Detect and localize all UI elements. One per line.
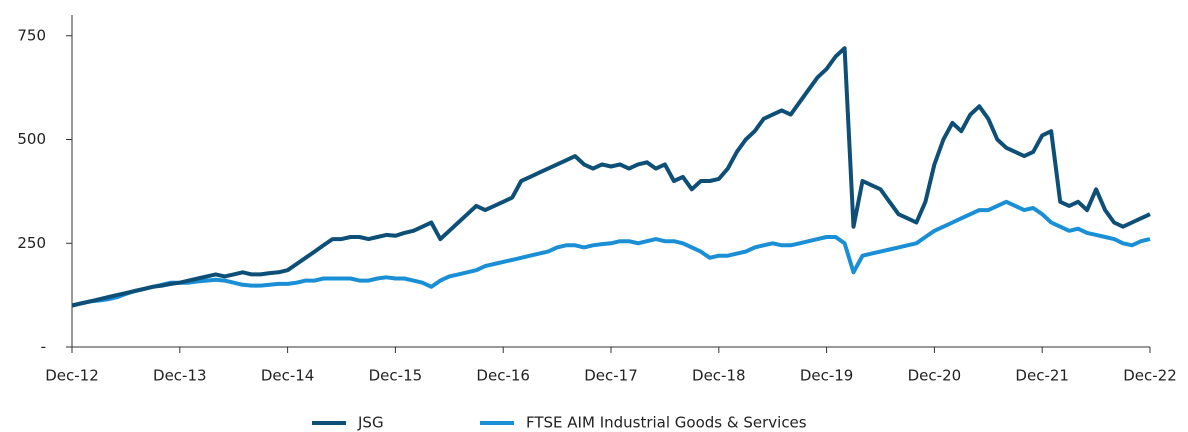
x-tick-label: Dec-20 bbox=[908, 367, 962, 385]
y-tick-label: - bbox=[41, 338, 46, 356]
legend-label: JSG bbox=[357, 414, 384, 432]
y-tick-label: 250 bbox=[17, 234, 46, 252]
x-tick-label: Dec-22 bbox=[1123, 367, 1177, 385]
x-tick-label: Dec-19 bbox=[800, 367, 854, 385]
series-line bbox=[71, 199, 1151, 308]
x-tick-label: Dec-12 bbox=[45, 367, 99, 385]
x-tick-label: Dec-21 bbox=[1015, 367, 1069, 385]
series-line bbox=[71, 46, 1151, 308]
x-tick-label: Dec-15 bbox=[369, 367, 423, 385]
legend-label: FTSE AIM Industrial Goods & Services bbox=[526, 414, 807, 432]
x-tick-label: Dec-13 bbox=[153, 367, 207, 385]
x-tick-label: Dec-16 bbox=[476, 367, 530, 385]
y-tick-label: 500 bbox=[17, 130, 46, 148]
y-tick-label: 750 bbox=[17, 26, 46, 44]
x-tick-label: Dec-14 bbox=[261, 367, 315, 385]
x-tick-label: Dec-17 bbox=[584, 367, 638, 385]
x-tick-label: Dec-18 bbox=[692, 367, 746, 385]
